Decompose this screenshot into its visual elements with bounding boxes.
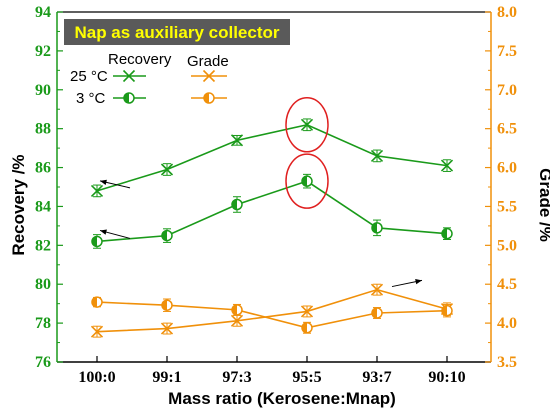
data-point <box>300 305 314 318</box>
data-point <box>441 227 453 240</box>
legend-row2-label: 3 °C <box>76 90 106 107</box>
highlight-ellipse <box>285 153 329 209</box>
y-tick-label: 84 <box>35 198 51 215</box>
right-axis: 3.5 4.0 4.5 5.0 5.5 6.0 6.5 7.0 7.5 8.0 <box>485 4 517 371</box>
y2-tick-label: 3.5 <box>497 354 517 371</box>
y2-tick-label: 5.0 <box>497 237 517 254</box>
y-tick-label: 78 <box>35 315 51 332</box>
y2-axis-title: Grade /% <box>536 168 550 242</box>
y-tick-label: 76 <box>35 354 51 371</box>
y2-tick-label: 4.0 <box>497 315 517 332</box>
highlight-ellipse <box>285 97 329 153</box>
x-tick-label: 100:0 <box>78 369 115 386</box>
y2-tick-label: 6.5 <box>497 121 517 138</box>
data-point <box>371 222 383 234</box>
series-grade-2 <box>90 283 454 338</box>
data-point <box>370 149 384 162</box>
plot-area <box>57 11 491 363</box>
legend-header-grade: Grade <box>187 53 229 70</box>
data-point <box>231 198 243 211</box>
x-axis: 100:0 99:1 97:3 95:5 93:7 90:10 <box>78 356 466 386</box>
y-tick-label: 92 <box>35 43 51 60</box>
y2-tick-label: 8.0 <box>497 4 517 21</box>
annotations <box>99 97 423 288</box>
legend-marks <box>113 69 227 104</box>
legend-marker-grade-25 <box>202 69 216 83</box>
y-tick-label: 86 <box>35 160 51 177</box>
y2-tick-label: 7.5 <box>497 43 517 60</box>
y-tick-label: 80 <box>35 276 51 293</box>
legend-header-recovery: Recovery <box>108 51 172 68</box>
series-line-grade <box>96 301 448 329</box>
left-axis: 76 78 80 82 84 86 88 90 92 94 <box>35 4 63 371</box>
x-tick-label: 93:7 <box>362 369 391 386</box>
arrow-to-right-axis <box>391 278 423 288</box>
data-point <box>370 283 384 296</box>
x-tick-label: 90:10 <box>428 369 465 386</box>
y2-tick-label: 5.5 <box>497 198 517 215</box>
legend-marker-recovery-25 <box>122 69 136 83</box>
series-line-grade <box>96 288 448 333</box>
data-point <box>301 175 313 187</box>
data-point <box>371 307 383 319</box>
title-background <box>64 19 290 45</box>
y-axis-title: Recovery /% <box>9 154 28 255</box>
data-point <box>441 304 453 317</box>
chart-title: Nap as auxiliary collector <box>74 23 279 42</box>
arrow-to-left-axis <box>99 229 131 239</box>
series-recovery-0 <box>90 118 454 198</box>
data-point <box>161 299 173 311</box>
series-line-recovery <box>96 180 448 243</box>
x-tick-label: 95:5 <box>292 369 321 386</box>
data-point <box>91 296 103 308</box>
legend: Recovery Grade 25 °C 3 °C <box>70 51 229 107</box>
y-tick-label: 88 <box>35 121 51 138</box>
data-point <box>160 163 174 176</box>
series-recovery-1 <box>91 173 453 249</box>
legend-row1-label: 25 °C <box>70 68 108 85</box>
y-tick-label: 82 <box>35 237 51 254</box>
y2-tick-label: 6.0 <box>497 160 517 177</box>
data-point <box>300 118 314 131</box>
data-point <box>440 159 454 172</box>
data-point <box>231 304 243 316</box>
x-tick-label: 97:3 <box>222 369 251 386</box>
x-axis-title: Mass ratio (Kerosene:Mnap) <box>168 389 396 408</box>
arrow-to-left-axis <box>99 179 131 189</box>
data-point <box>161 229 173 242</box>
series-grade-3 <box>91 296 453 334</box>
data-point <box>91 235 103 248</box>
data-point <box>301 322 313 334</box>
data-point <box>230 314 244 327</box>
data-point <box>90 184 104 197</box>
legend-marker-grade-3 <box>203 92 215 104</box>
series-line-recovery <box>96 123 448 192</box>
chart-title-box: Nap as auxiliary collector <box>64 19 290 45</box>
data-point <box>230 134 244 147</box>
data-point <box>160 322 174 335</box>
y-tick-label: 94 <box>35 4 51 21</box>
legend-marker-recovery-3 <box>123 92 135 104</box>
y2-tick-label: 7.0 <box>497 82 517 99</box>
y2-tick-label: 4.5 <box>497 276 517 293</box>
data-point <box>90 325 104 338</box>
y-tick-label: 90 <box>35 82 51 99</box>
x-tick-label: 99:1 <box>152 369 181 386</box>
